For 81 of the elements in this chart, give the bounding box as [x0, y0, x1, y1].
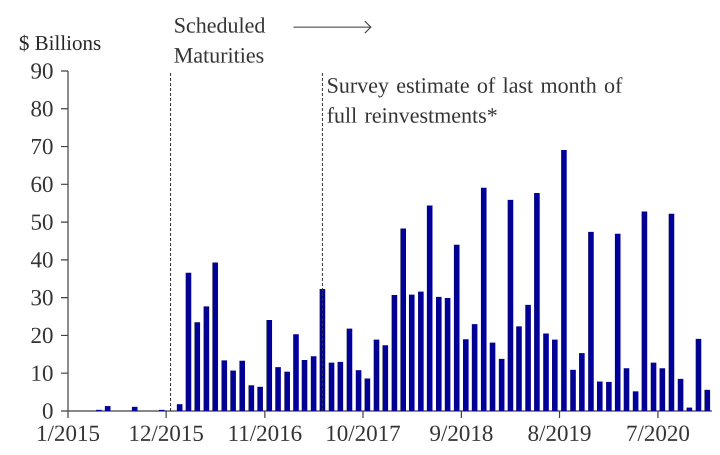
bar: [668, 214, 674, 411]
bar: [284, 372, 290, 411]
bar: [642, 212, 648, 411]
bar: [454, 244, 460, 411]
y-tick-label: 10: [32, 365, 53, 381]
bar: [516, 326, 522, 411]
bar: [570, 370, 576, 411]
y-tick-label: 90: [31, 63, 53, 79]
x-tick-label: 12/2015: [130, 426, 203, 442]
bar: [624, 368, 630, 411]
x-tick-label: 8/2019: [528, 426, 591, 442]
y-tick-label: 60: [31, 176, 53, 192]
bar: [632, 391, 638, 411]
bar: [508, 200, 514, 411]
bar: [704, 390, 710, 411]
bar: [248, 385, 254, 411]
bar: [480, 188, 487, 411]
bar: [186, 272, 192, 411]
x-tick-label: 9/2018: [430, 426, 492, 442]
bar: [212, 262, 218, 411]
text: Scheduled Maturities: [174, 17, 266, 63]
bar: [176, 404, 182, 411]
bar: [686, 408, 692, 411]
bar: [266, 320, 272, 411]
y-tick-label: 70: [32, 138, 53, 154]
bar: [400, 228, 406, 411]
bar: [678, 378, 684, 411]
bar: [463, 339, 469, 411]
bar: [552, 340, 558, 411]
y-tick-label: 0: [42, 403, 53, 419]
bar: [374, 340, 380, 411]
bar: [132, 406, 138, 411]
bar: [426, 205, 432, 411]
bar: [596, 382, 603, 411]
y-tick-label: 30: [32, 290, 53, 306]
bar: [472, 324, 478, 411]
x-tick-label: 11/2016: [230, 426, 302, 442]
bar: [293, 334, 299, 411]
y-tick-label: 50: [32, 214, 53, 230]
bar: [650, 362, 656, 411]
y-axis-title: $ Billions: [20, 34, 100, 52]
y-tick-label: 20: [31, 328, 53, 344]
bar: [543, 334, 549, 411]
bar: [561, 150, 567, 411]
bar: [606, 382, 612, 411]
x-tick-label: 10/2017: [327, 426, 400, 442]
bar: [302, 360, 308, 411]
bar: [204, 306, 210, 411]
bar: [490, 342, 496, 411]
bar: [194, 322, 200, 411]
bar: [257, 386, 263, 411]
x-tick-label: 7/2020: [628, 426, 690, 442]
bar: [660, 368, 666, 411]
bar: [222, 360, 228, 411]
bar: [346, 328, 352, 411]
bar: [338, 362, 344, 411]
ref-line-label: Survey estimate of last month of full reinvestments*: [327, 77, 622, 123]
bar: [408, 294, 415, 411]
bar: [418, 292, 424, 411]
bar: [579, 353, 585, 411]
bar: [525, 304, 531, 411]
bar: [310, 356, 316, 411]
x-tick-label: 1/2015: [38, 426, 100, 442]
bar: [696, 338, 702, 411]
bar: [614, 234, 620, 411]
bar: [498, 358, 504, 411]
bar: [382, 345, 388, 411]
bar: [104, 406, 110, 411]
bar: [239, 360, 246, 411]
bar: [436, 296, 442, 411]
y-tick-label: 80: [31, 101, 53, 117]
bar: [392, 295, 398, 411]
bar: [534, 193, 540, 411]
bar: [230, 370, 236, 411]
bar: [588, 232, 594, 411]
bar: [444, 298, 450, 411]
bar: [364, 378, 370, 411]
bar: [328, 362, 334, 411]
bar: [356, 370, 362, 411]
bar: [275, 367, 281, 411]
y-tick-label: 40: [30, 252, 53, 268]
